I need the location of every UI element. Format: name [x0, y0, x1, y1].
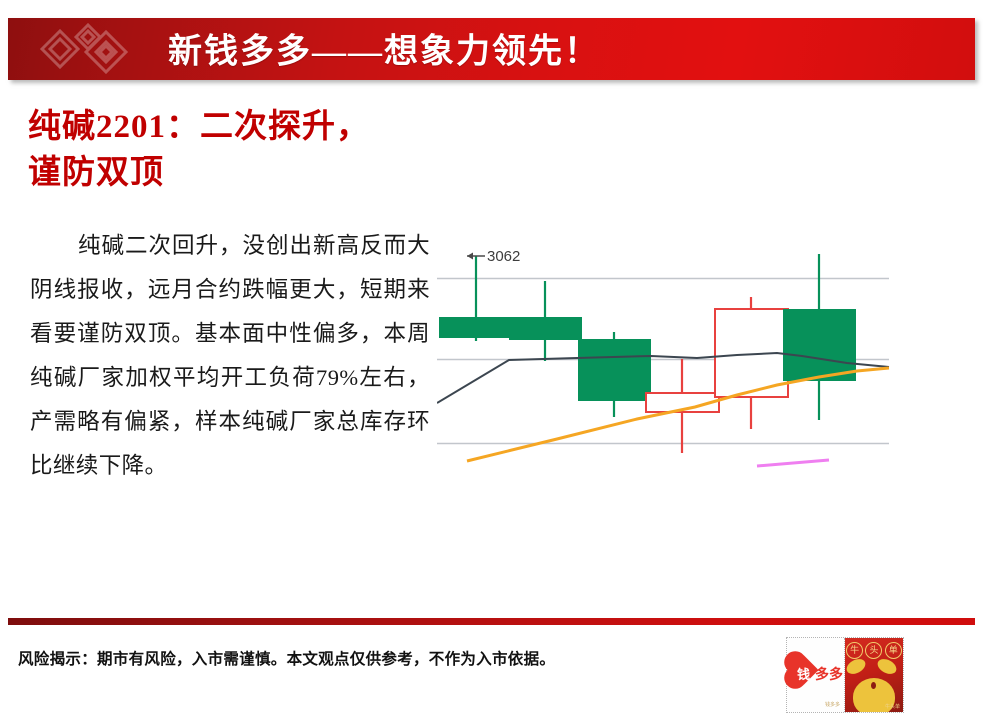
brand-tiny-text: 钱多多	[824, 702, 840, 708]
stamp-char-1: 牛	[846, 642, 864, 659]
bull-head-stamp-icon: 牛 头 单 牛头单	[845, 638, 903, 712]
price-annotation-label: 3062	[487, 248, 520, 265]
chinese-knot-diamond-icon	[39, 22, 129, 75]
page-title: 纯碱2201：二次探升， 谨防双顶	[28, 104, 468, 196]
brand-char-qian: 钱	[797, 667, 811, 682]
price-annotation: 3062	[467, 248, 520, 265]
footer-divider	[8, 618, 975, 625]
body-paragraph: 纯碱二次回升，没创出新高反而大阴线报收，远月合约跌幅更大，短期来看要谨防双顶。基…	[30, 233, 430, 478]
ma-line-long	[756, 458, 830, 468]
page-title-line2: 谨防双顶	[28, 155, 164, 191]
ma-line-mid	[437, 351, 890, 404]
footer-logo: 钱 多多 钱多多 牛 头 单 牛头单	[786, 637, 904, 713]
bull-horn-left	[845, 656, 868, 677]
header-banner: 新钱多多——想象力领先！	[8, 18, 975, 80]
candle-4	[645, 359, 720, 453]
bull-horn-right	[875, 656, 899, 677]
brand-char-duoduo: 多多	[815, 668, 843, 683]
stamp-tiny-text: 牛头单	[884, 704, 900, 710]
candle-3	[578, 332, 651, 417]
brand-logo-qianduoduo: 钱 多多 钱多多	[787, 638, 845, 712]
candle-5	[714, 297, 789, 429]
stamp-char-3: 单	[884, 642, 902, 659]
candle-2	[509, 281, 582, 361]
header-title: 新钱多多——想象力领先！	[168, 33, 600, 71]
candle-1	[439, 256, 513, 341]
bull-eye	[871, 682, 876, 689]
chart-canvas: 3062	[437, 248, 890, 468]
candlestick-chart: 3062	[437, 243, 937, 488]
stamp-characters: 牛 头 单	[845, 642, 903, 659]
candle-6	[783, 254, 856, 420]
footer-disclaimer: 风险揭示：期市有风险，入市需谨慎。本文观点仅供参考，不作为入市依据。	[18, 651, 556, 668]
ma-line-short	[466, 366, 890, 463]
page-title-line1: 纯碱2201：二次探升，	[28, 109, 370, 145]
stamp-char-2: 头	[865, 642, 883, 659]
